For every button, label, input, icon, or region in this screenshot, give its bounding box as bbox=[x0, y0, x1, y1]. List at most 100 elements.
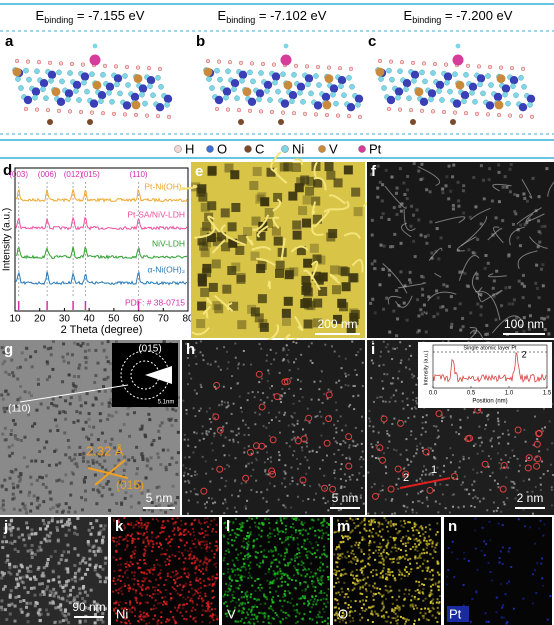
texture bbox=[238, 489, 241, 492]
texture bbox=[160, 526, 163, 529]
texture bbox=[208, 615, 211, 618]
texture bbox=[49, 507, 53, 511]
texture bbox=[224, 601, 227, 604]
texture bbox=[376, 186, 380, 190]
texture bbox=[244, 566, 247, 569]
texture bbox=[226, 612, 229, 615]
texture bbox=[320, 415, 323, 418]
texture bbox=[290, 377, 293, 380]
texture bbox=[337, 509, 340, 512]
texture bbox=[129, 603, 132, 606]
texture bbox=[256, 615, 259, 618]
texture bbox=[0, 485, 4, 489]
texture bbox=[237, 568, 240, 571]
texture bbox=[422, 533, 425, 536]
texture bbox=[252, 544, 255, 547]
texture bbox=[411, 508, 414, 511]
texture bbox=[489, 439, 492, 442]
texture bbox=[349, 531, 352, 534]
texture bbox=[68, 593, 72, 597]
texture bbox=[314, 586, 317, 589]
texture bbox=[138, 482, 142, 486]
texture bbox=[343, 165, 353, 175]
texture bbox=[193, 556, 196, 559]
texture bbox=[211, 612, 214, 615]
texture bbox=[243, 451, 246, 454]
texture bbox=[233, 539, 236, 542]
texture bbox=[124, 548, 127, 551]
texture bbox=[99, 419, 103, 423]
texture bbox=[497, 163, 501, 167]
texture bbox=[378, 542, 381, 545]
texture bbox=[171, 484, 175, 488]
texture bbox=[409, 605, 412, 608]
texture bbox=[29, 586, 33, 590]
texture bbox=[54, 463, 58, 467]
x-tick-label: 80 bbox=[182, 314, 194, 325]
texture bbox=[467, 340, 470, 343]
texture bbox=[251, 607, 254, 610]
texture bbox=[323, 611, 326, 614]
texture bbox=[212, 596, 215, 599]
texture bbox=[201, 604, 204, 607]
texture bbox=[131, 540, 134, 543]
texture bbox=[173, 578, 176, 581]
texture bbox=[396, 618, 399, 621]
texture bbox=[101, 612, 105, 616]
texture bbox=[194, 415, 197, 418]
texture bbox=[225, 582, 228, 585]
texture bbox=[320, 369, 323, 372]
peak-label: (015) bbox=[81, 170, 100, 179]
texture bbox=[240, 552, 243, 555]
texture bbox=[386, 373, 389, 376]
texture bbox=[273, 358, 276, 361]
texture bbox=[353, 582, 356, 585]
texture bbox=[339, 415, 342, 418]
texture bbox=[367, 562, 370, 565]
texture bbox=[141, 457, 145, 461]
texture bbox=[233, 506, 236, 509]
texture bbox=[347, 374, 350, 377]
texture bbox=[87, 543, 91, 547]
atom bbox=[476, 64, 482, 69]
texture bbox=[422, 614, 425, 617]
panel-label: d bbox=[3, 162, 12, 179]
atom bbox=[419, 108, 425, 113]
texture bbox=[270, 549, 273, 552]
atom bbox=[443, 72, 453, 81]
texture bbox=[202, 221, 212, 231]
texture bbox=[474, 205, 478, 209]
texture bbox=[159, 569, 162, 572]
texture bbox=[237, 234, 247, 244]
texture bbox=[368, 425, 371, 428]
texture bbox=[319, 566, 322, 569]
texture bbox=[379, 576, 382, 579]
texture bbox=[393, 539, 396, 542]
texture bbox=[280, 401, 283, 404]
texture bbox=[399, 556, 402, 559]
texture bbox=[186, 444, 189, 447]
texture bbox=[267, 615, 270, 618]
texture bbox=[295, 457, 298, 460]
texture bbox=[143, 532, 146, 535]
texture bbox=[339, 541, 342, 544]
texture bbox=[49, 555, 53, 559]
texture bbox=[14, 595, 18, 599]
texture bbox=[104, 576, 108, 580]
texture bbox=[279, 397, 282, 400]
texture bbox=[132, 583, 135, 586]
texture bbox=[336, 599, 339, 602]
texture bbox=[230, 494, 233, 497]
texture bbox=[396, 607, 399, 610]
texture bbox=[174, 620, 177, 623]
texture bbox=[376, 195, 380, 199]
texture bbox=[199, 533, 202, 536]
texture bbox=[138, 602, 141, 605]
texture bbox=[378, 283, 382, 287]
texture bbox=[48, 589, 52, 593]
atom bbox=[518, 75, 524, 81]
texture bbox=[273, 601, 276, 604]
texture bbox=[194, 608, 197, 611]
texture bbox=[217, 365, 220, 368]
texture bbox=[19, 600, 23, 604]
